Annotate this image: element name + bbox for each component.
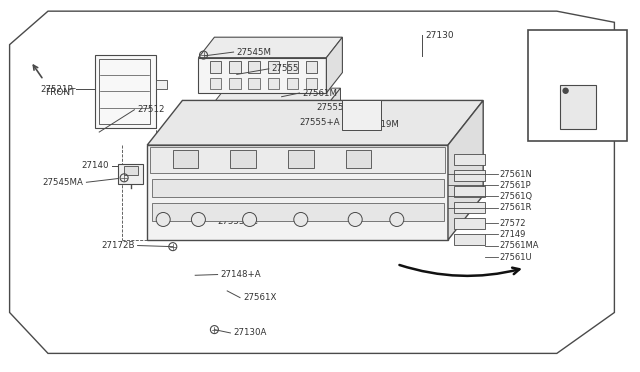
Text: 27521P: 27521P xyxy=(40,85,72,94)
Circle shape xyxy=(563,88,568,93)
Bar xyxy=(454,170,485,181)
Text: 27555+C: 27555+C xyxy=(218,217,258,226)
Circle shape xyxy=(294,212,308,227)
Bar xyxy=(559,85,596,129)
Bar xyxy=(454,154,485,165)
Polygon shape xyxy=(326,37,342,93)
Text: 27130: 27130 xyxy=(426,31,454,40)
Bar xyxy=(306,78,317,89)
Circle shape xyxy=(348,212,362,227)
Bar xyxy=(241,110,254,120)
Polygon shape xyxy=(198,37,342,58)
Text: 27561P: 27561P xyxy=(499,181,531,190)
Bar xyxy=(248,78,260,89)
Bar xyxy=(118,164,143,184)
Text: FRONT: FRONT xyxy=(45,88,76,97)
Text: 27555+B: 27555+B xyxy=(317,103,357,112)
Text: 27545MA: 27545MA xyxy=(42,178,83,187)
Polygon shape xyxy=(448,100,483,240)
Polygon shape xyxy=(147,100,483,145)
Bar xyxy=(211,106,326,138)
Bar xyxy=(210,78,221,89)
Bar xyxy=(152,179,444,197)
Text: 27519M: 27519M xyxy=(365,120,399,129)
Text: 27149: 27149 xyxy=(499,230,525,239)
Bar xyxy=(342,100,381,130)
Text: 27172B: 27172B xyxy=(101,241,134,250)
Bar xyxy=(124,166,138,175)
Bar xyxy=(262,110,275,120)
Bar xyxy=(229,78,241,89)
Bar xyxy=(99,59,150,124)
Text: 27140: 27140 xyxy=(81,161,109,170)
Bar xyxy=(287,61,298,73)
Text: 27545M: 27545M xyxy=(237,48,271,57)
Text: 27555: 27555 xyxy=(272,64,300,73)
Bar xyxy=(287,78,298,89)
Bar xyxy=(528,30,627,141)
Bar xyxy=(454,218,485,229)
Polygon shape xyxy=(326,88,340,138)
Bar xyxy=(454,234,485,245)
Text: 27555+A: 27555+A xyxy=(300,118,340,127)
Polygon shape xyxy=(211,88,340,106)
Bar xyxy=(210,61,221,73)
Text: 27130A: 27130A xyxy=(234,328,267,337)
Circle shape xyxy=(243,212,257,227)
Circle shape xyxy=(156,212,170,227)
Bar xyxy=(152,203,444,221)
Bar xyxy=(198,58,326,93)
Bar xyxy=(346,150,371,168)
Circle shape xyxy=(191,212,205,227)
Bar xyxy=(268,78,279,89)
Bar xyxy=(147,145,448,240)
Text: 27561MA: 27561MA xyxy=(499,241,539,250)
Bar xyxy=(229,61,241,73)
Text: 27561R: 27561R xyxy=(499,203,532,212)
Bar xyxy=(454,186,485,197)
Bar xyxy=(454,202,485,213)
Bar xyxy=(230,150,256,168)
Text: 27561V: 27561V xyxy=(561,67,595,76)
Text: 27561X: 27561X xyxy=(243,293,276,302)
Text: FOR AIRCON: FOR AIRCON xyxy=(546,43,609,52)
Text: 27561Q: 27561Q xyxy=(499,192,532,201)
Bar xyxy=(156,80,167,89)
Text: 27561U: 27561U xyxy=(499,253,532,262)
Text: 27561: 27561 xyxy=(152,163,179,172)
Text: 27572: 27572 xyxy=(499,219,525,228)
Text: 27148+A: 27148+A xyxy=(221,270,261,279)
Bar xyxy=(173,150,198,168)
Bar xyxy=(95,55,156,128)
Bar xyxy=(288,150,314,168)
Text: 27512: 27512 xyxy=(138,105,165,114)
Bar xyxy=(306,61,317,73)
Bar xyxy=(248,61,260,73)
Text: 27561N: 27561N xyxy=(499,170,532,179)
Bar xyxy=(282,110,295,120)
Bar xyxy=(150,147,445,173)
Circle shape xyxy=(390,212,404,227)
Text: 276540: 276540 xyxy=(153,181,186,190)
Bar xyxy=(221,110,234,120)
Text: 27561M: 27561M xyxy=(303,89,337,97)
Text: A272A 0083: A272A 0083 xyxy=(554,125,601,134)
Bar xyxy=(303,110,316,120)
Bar xyxy=(268,61,279,73)
